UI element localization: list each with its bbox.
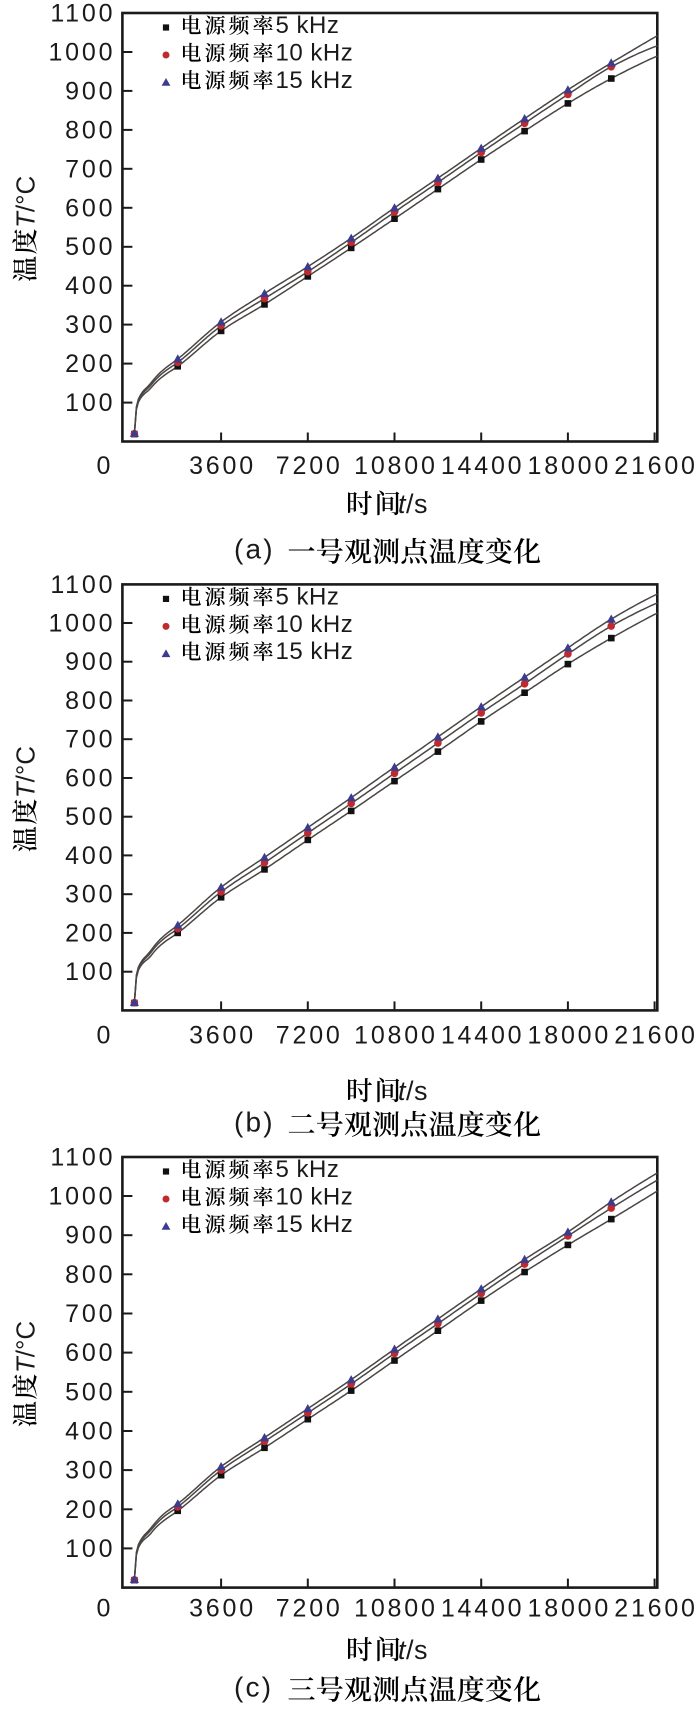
svg-text:100: 100 (65, 389, 115, 417)
svg-text:t/s: t/s (398, 489, 428, 519)
svg-text:10800: 10800 (354, 1022, 438, 1050)
svg-text:400: 400 (65, 1418, 115, 1446)
svg-text:100: 100 (65, 1535, 115, 1563)
svg-text:T/°C: T/°C (11, 176, 41, 228)
svg-text:(a): (a) (234, 534, 275, 565)
svg-text:200: 200 (65, 1496, 115, 1524)
svg-text:200: 200 (65, 350, 115, 378)
svg-text:1100: 1100 (50, 571, 115, 599)
svg-text:900: 900 (65, 648, 115, 676)
svg-text:18000: 18000 (528, 1022, 612, 1050)
svg-text:900: 900 (65, 1222, 115, 1250)
svg-text:500: 500 (65, 233, 115, 261)
svg-text:(c): (c) (234, 1672, 273, 1703)
svg-text:600: 600 (65, 765, 115, 793)
svg-text:3600: 3600 (189, 1022, 256, 1050)
svg-text:t/s: t/s (398, 1635, 428, 1665)
svg-text:3600: 3600 (189, 452, 256, 480)
svg-text:14400: 14400 (441, 1022, 525, 1050)
svg-text:800: 800 (65, 1261, 115, 1289)
svg-text:800: 800 (65, 116, 115, 144)
svg-text:7200: 7200 (276, 452, 343, 480)
svg-text:3600: 3600 (189, 1595, 256, 1623)
svg-text:300: 300 (65, 1457, 115, 1485)
svg-text:21600: 21600 (614, 1595, 698, 1623)
svg-text:15 kHz: 15 kHz (276, 67, 354, 94)
svg-text:1100: 1100 (50, 0, 115, 28)
svg-text:400: 400 (65, 842, 115, 870)
svg-text:300: 300 (65, 311, 115, 339)
svg-text:t/s: t/s (398, 1076, 428, 1106)
svg-text:14400: 14400 (441, 1595, 525, 1623)
svg-text:600: 600 (65, 194, 115, 222)
svg-text:200: 200 (65, 919, 115, 947)
svg-text:500: 500 (65, 1378, 115, 1406)
svg-text:18000: 18000 (528, 1595, 612, 1623)
svg-text:7200: 7200 (276, 1595, 343, 1623)
svg-text:700: 700 (65, 155, 115, 183)
svg-text:1000: 1000 (48, 610, 115, 638)
svg-text:18000: 18000 (528, 452, 612, 480)
svg-text:(b): (b) (234, 1107, 275, 1138)
svg-text:10800: 10800 (354, 1595, 438, 1623)
svg-text:0: 0 (97, 1022, 111, 1050)
svg-text:1000: 1000 (48, 1183, 115, 1211)
svg-text:14400: 14400 (441, 452, 525, 480)
svg-text:1000: 1000 (48, 39, 115, 67)
svg-text:700: 700 (65, 1300, 115, 1328)
svg-text:10 kHz: 10 kHz (276, 1184, 354, 1211)
svg-text:100: 100 (65, 958, 115, 986)
svg-text:21600: 21600 (614, 452, 698, 480)
svg-text:800: 800 (65, 687, 115, 715)
svg-text:700: 700 (65, 726, 115, 754)
svg-text:500: 500 (65, 803, 115, 831)
svg-text:10800: 10800 (354, 452, 438, 480)
svg-text:400: 400 (65, 272, 115, 300)
svg-text:5 kHz: 5 kHz (276, 583, 340, 610)
svg-text:7200: 7200 (276, 1022, 343, 1050)
svg-text:5 kHz: 5 kHz (276, 12, 340, 39)
svg-text:900: 900 (65, 77, 115, 105)
svg-text:0: 0 (97, 1595, 111, 1623)
svg-text:600: 600 (65, 1339, 115, 1367)
svg-text:15 kHz: 15 kHz (276, 1211, 354, 1238)
svg-text:10 kHz: 10 kHz (276, 40, 354, 67)
svg-text:1100: 1100 (50, 1143, 115, 1171)
svg-text:10 kHz: 10 kHz (276, 611, 354, 638)
svg-text:T/°C: T/°C (11, 1321, 41, 1373)
svg-text:300: 300 (65, 881, 115, 909)
svg-text:0: 0 (97, 452, 111, 480)
svg-text:15 kHz: 15 kHz (276, 638, 354, 665)
svg-text:T/°C: T/°C (11, 746, 41, 798)
svg-text:5 kHz: 5 kHz (276, 1156, 340, 1183)
svg-text:21600: 21600 (614, 1022, 698, 1050)
